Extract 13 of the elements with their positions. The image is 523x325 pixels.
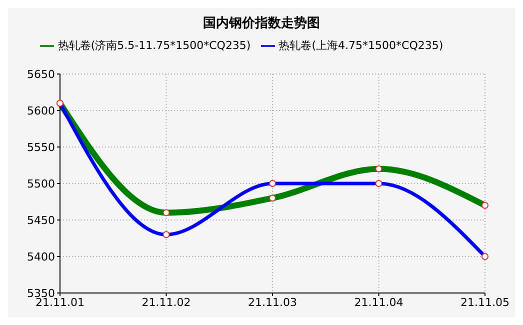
legend-label: 热轧卷(上海4.75*1500*CQ235) bbox=[278, 39, 444, 52]
x-tick-label: 21.11.05 bbox=[460, 296, 510, 309]
y-tick-label: 5400 bbox=[27, 250, 55, 264]
y-tick-label: 5550 bbox=[27, 140, 55, 154]
legend-label: 热轧卷(济南5.5-11.75*1500*CQ235) bbox=[58, 39, 251, 52]
x-tick-label: 21.11.02 bbox=[142, 296, 191, 309]
x-tick-label: 21.11.03 bbox=[248, 296, 297, 309]
x-tick-label: 21.11.04 bbox=[354, 296, 404, 309]
y-tick-label: 5450 bbox=[27, 214, 55, 227]
y-tick-label: 5650 bbox=[27, 68, 55, 81]
chart-title: 国内钢价指数走势图 bbox=[202, 15, 321, 33]
y-tick-label: 5600 bbox=[27, 104, 55, 118]
y-tick-label: 5500 bbox=[27, 177, 55, 190]
